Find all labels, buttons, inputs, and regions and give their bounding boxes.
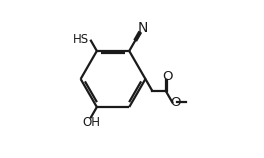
Text: N: N <box>137 21 148 35</box>
Text: O: O <box>163 70 173 83</box>
Text: OH: OH <box>82 115 100 129</box>
Text: HS: HS <box>73 33 89 46</box>
Text: O: O <box>170 96 180 109</box>
